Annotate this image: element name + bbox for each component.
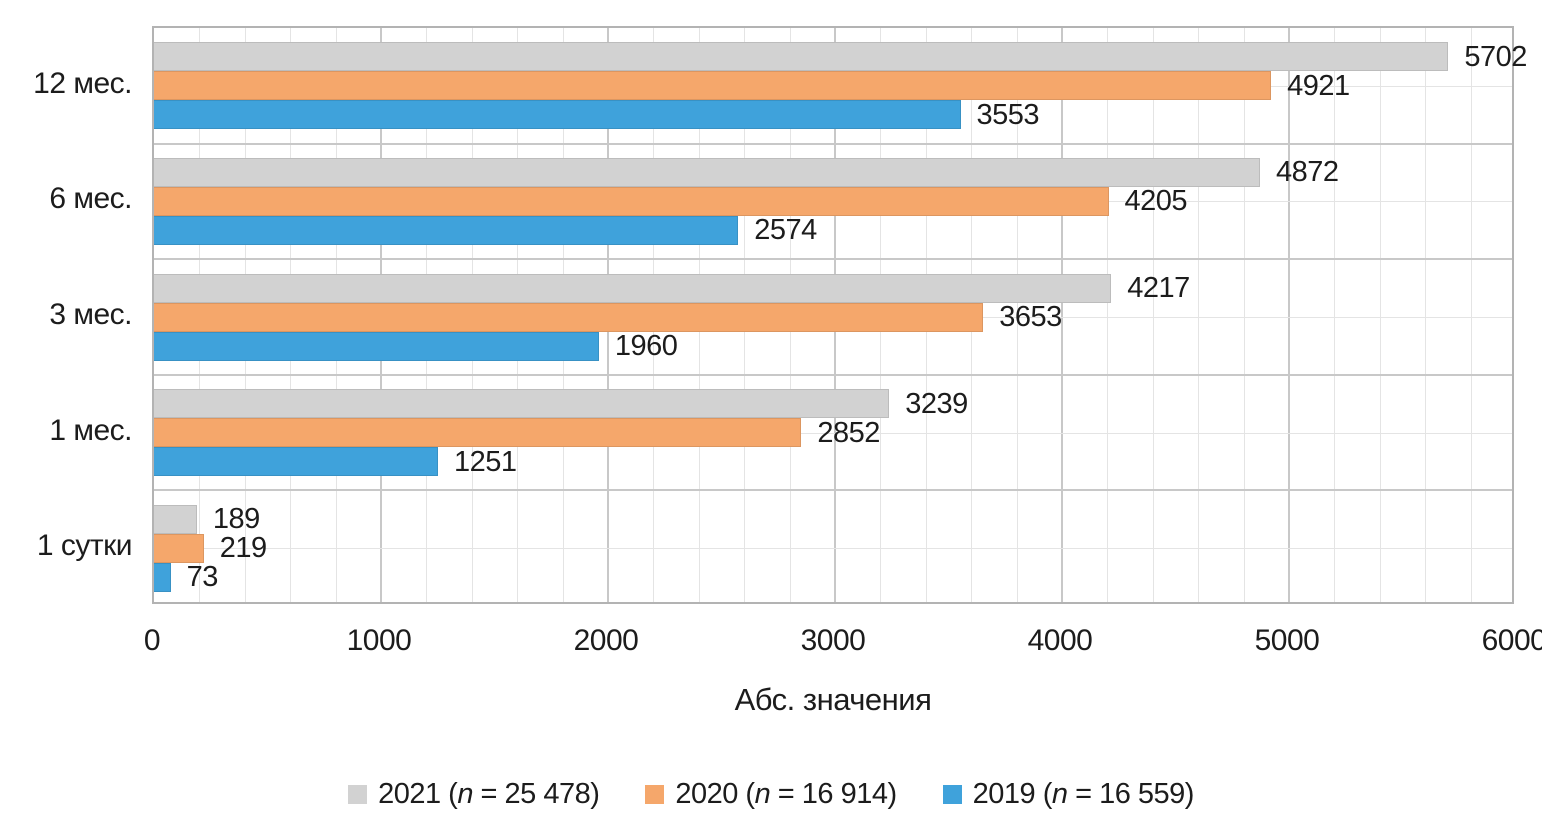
bar-2020 [154,533,204,563]
value-label-2019: 1251 [453,445,517,478]
category-label: 1 мес. [49,413,132,447]
value-label-2021: 4872 [1275,156,1339,189]
gridline-vertical-major [1061,28,1063,602]
category-label: 6 мес. [49,182,132,216]
bar-2019 [154,215,739,245]
gridline-vertical-minor [1016,28,1018,602]
legend-item-2020: 2020 (n = 16 914) [645,778,897,811]
gridline-vertical-minor [1198,28,1200,602]
legend-swatch-2020 [645,785,665,804]
legend-swatch-2021 [348,785,368,804]
bar-2019 [154,562,171,592]
x-axis-title: Абс. значения [734,682,932,717]
gridline-horizontal-major [154,258,1512,261]
x-tick-label: 4000 [1027,624,1093,657]
x-tick-label: 0 [143,624,161,657]
x-tick-label: 5000 [1254,624,1320,657]
bar-2021 [154,157,1260,187]
bar-2020 [154,186,1109,216]
value-label-2020: 219 [219,532,267,565]
legend-label: 2019 (n = 16 559) [972,778,1195,810]
gridline-vertical-minor [1379,28,1381,602]
value-label-2019: 73 [186,561,219,594]
gridline-horizontal-major [154,142,1512,145]
value-label-2020: 2852 [817,416,880,449]
bar-2019 [154,447,438,477]
category-label: 3 мес. [49,297,132,331]
bar-2020 [154,302,984,332]
value-label-2019: 1960 [614,330,678,362]
legend-item-2019: 2019 (n = 16 559) [942,778,1195,811]
bar-2021 [154,273,1112,303]
gridline-vertical-minor [1470,28,1472,602]
value-label-2019: 3553 [976,98,1040,131]
gridline-vertical-minor [1334,28,1336,602]
gridline-vertical-major [1288,28,1290,602]
bar-2021 [154,504,197,534]
x-axis-ticks: 0 1000 2000 3000 4000 5000 6000 [144,624,1542,660]
category-label: 1 сутки [36,529,133,563]
bar-2021 [154,389,890,419]
bar-2020 [154,418,802,448]
value-label-2020: 4921 [1287,69,1350,102]
legend-item-2021: 2021 (n = 25 478) [348,778,600,811]
x-tick-label: 3000 [800,624,866,657]
gridline-horizontal-minor [154,432,1512,434]
gridline-horizontal-major [154,489,1512,492]
x-tick-label: 6000 [1481,624,1542,657]
plot-area: 5702 4921 3553 4872 4205 2574 4217 3653 1960 3239… [152,26,1527,604]
gridline-vertical-minor [1107,28,1109,602]
value-label-2021: 5702 [1464,40,1527,73]
x-tick-label: 2000 [573,624,639,657]
bar-2021 [154,42,1449,72]
legend-label: 2021 (n = 25 478) [378,778,600,810]
legend: 2021 (n = 25 478) 2020 (n = 16 914) 2019 (… [0,778,1542,811]
value-label-2021: 189 [212,503,260,536]
bar-2019 [154,331,599,361]
value-label-2020: 4205 [1124,185,1188,218]
gridline-vertical-minor [1425,28,1427,602]
legend-label: 2020 (n = 16 914) [675,778,897,810]
y-axis-labels: 12 мес. 6 мес. 3 мес. 1 мес. 1 сутки [0,26,132,604]
value-label-2021: 3239 [905,387,968,420]
value-label-2020: 3653 [999,301,1062,333]
bar-2020 [154,71,1272,101]
legend-swatch-2019 [942,785,962,804]
value-label-2021: 4217 [1127,272,1190,304]
value-label-2019: 2574 [754,214,817,247]
x-tick-label: 1000 [346,624,412,657]
bar-2019 [154,100,961,130]
gridline-horizontal-major [154,373,1512,376]
gridline-vertical-minor [1243,28,1245,602]
gridline-vertical-minor [1152,28,1154,602]
category-label: 12 мес. [33,66,132,100]
gridline-horizontal-minor [154,548,1512,550]
